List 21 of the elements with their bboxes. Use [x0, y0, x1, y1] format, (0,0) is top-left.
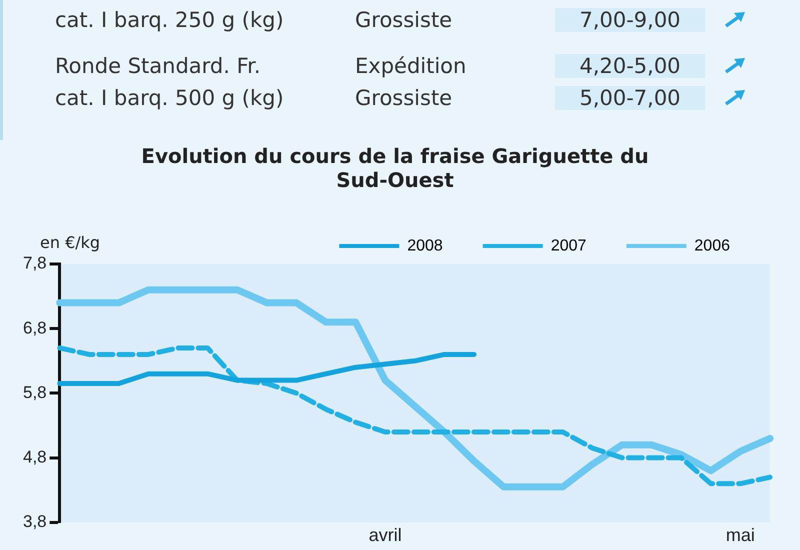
- legend-label: 2007: [550, 237, 587, 254]
- text: cat. I barq. 500 g (kg): [55, 86, 285, 110]
- y-tick-label: 3,8: [22, 512, 47, 532]
- y-tick-label: 5,8: [22, 382, 47, 402]
- text: 5,00-7,00: [555, 86, 705, 110]
- x-tick-label: mai: [726, 525, 755, 546]
- y-tick-label: 4,8: [22, 447, 47, 466]
- text: Grossiste: [355, 8, 454, 32]
- legend-label: 2006: [694, 237, 730, 254]
- chart-title: Evolution du cours de la fraise Gariguette du Sud-Ouest: [141, 144, 649, 192]
- y-axis-title: en €/kg: [40, 233, 100, 252]
- text: 4,20-5,00: [555, 54, 705, 78]
- legend-label: 2008: [407, 237, 443, 254]
- text: 7,00-9,00: [555, 8, 705, 32]
- y-tick-label: 7,8: [22, 254, 47, 273]
- x-tick-label: avril: [368, 525, 402, 546]
- text: Grossiste: [355, 86, 454, 110]
- text: cat. I barq. 250 g (kg): [55, 8, 285, 32]
- text: Ronde Standard. Fr.: [55, 54, 262, 78]
- y-tick-label: 6,8: [22, 318, 47, 338]
- text: Expédition: [355, 54, 468, 78]
